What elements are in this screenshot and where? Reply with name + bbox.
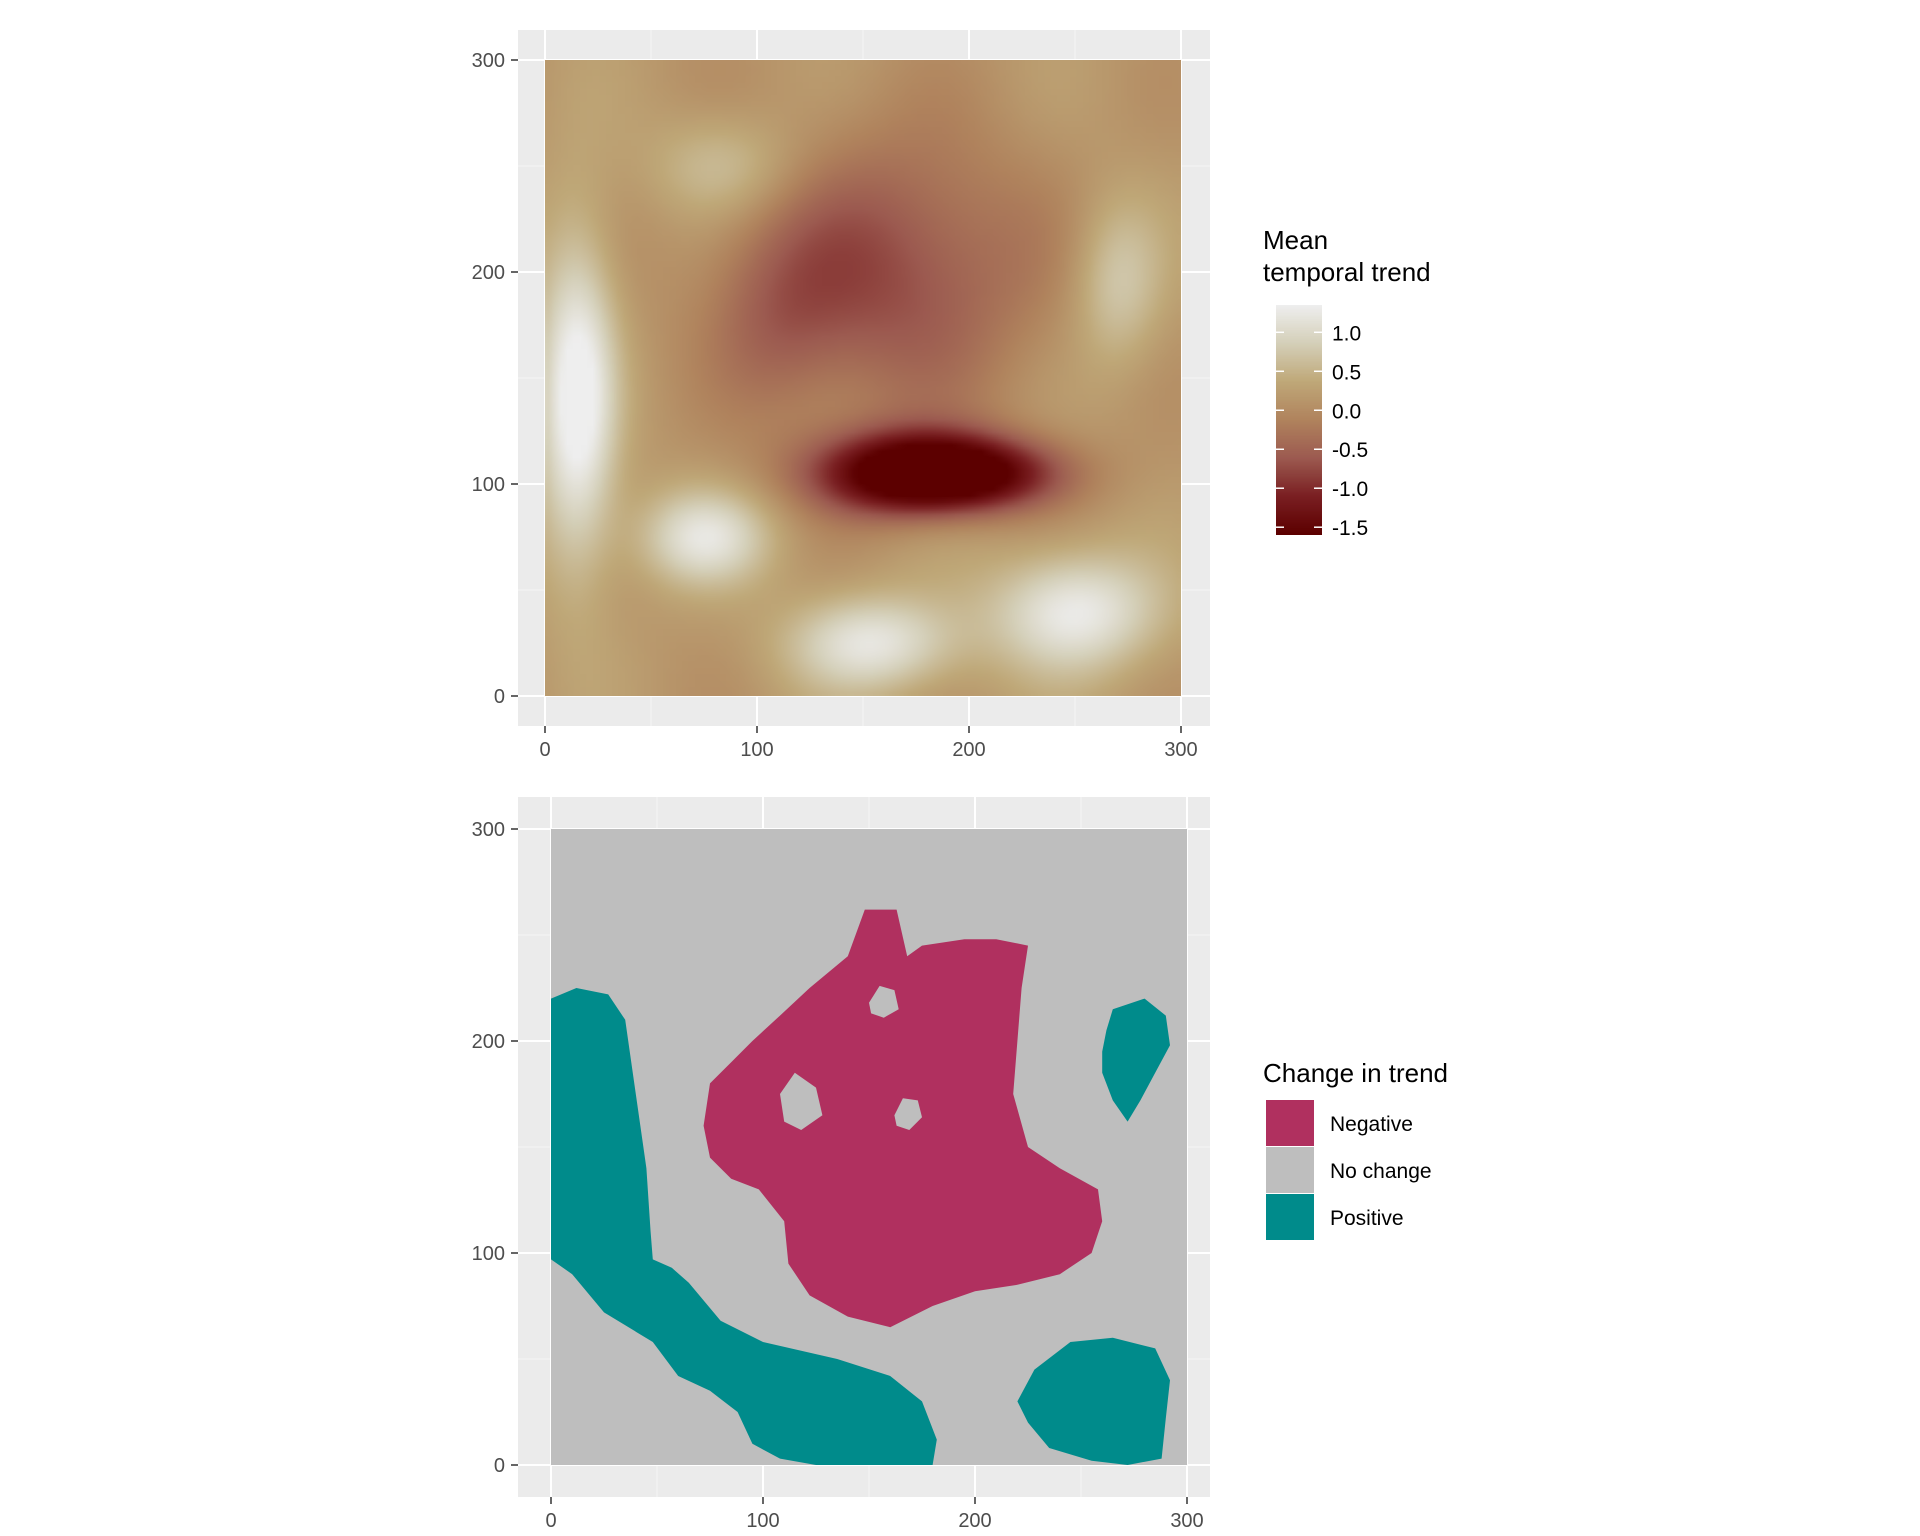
change-regions bbox=[551, 909, 1170, 1465]
trend-colorbar bbox=[1276, 305, 1322, 535]
region-no-change bbox=[780, 1072, 823, 1130]
y-tick-label: 0 bbox=[494, 686, 505, 708]
region-no-change bbox=[894, 1098, 922, 1130]
region-positive bbox=[1102, 998, 1170, 1122]
colorbar-label: -1.0 bbox=[1332, 478, 1368, 501]
change-legend: Change in trend Negative No change Posit… bbox=[1263, 1058, 1448, 1240]
y-tick-label: 100 bbox=[472, 474, 505, 496]
region-no-change bbox=[869, 985, 899, 1018]
colorbar-label: 0.0 bbox=[1332, 400, 1361, 423]
x-tick-label: 200 bbox=[952, 739, 985, 761]
trend-panel: 0 100 200 300 0 100 200 300 bbox=[472, 30, 1210, 761]
x-tick-label: 0 bbox=[539, 739, 550, 761]
legend-label-positive: Positive bbox=[1330, 1207, 1404, 1230]
y-tick-label: 300 bbox=[472, 50, 505, 72]
x-tick-label: 300 bbox=[1170, 1510, 1203, 1532]
y-tick-label: 0 bbox=[494, 1455, 505, 1477]
legend-label-no-change: No change bbox=[1330, 1160, 1432, 1183]
trend-x-axis: 0 100 200 300 bbox=[539, 726, 1198, 761]
y-tick-label: 100 bbox=[472, 1243, 505, 1265]
y-tick-label: 300 bbox=[472, 819, 505, 841]
colorbar-label: 1.0 bbox=[1332, 322, 1361, 345]
x-tick-label: 0 bbox=[545, 1510, 556, 1532]
legend-key-no-change bbox=[1266, 1147, 1314, 1193]
colorbar-label: -1.5 bbox=[1332, 517, 1368, 540]
change-legend-title: Change in trend bbox=[1263, 1058, 1448, 1088]
x-tick-label: 300 bbox=[1164, 739, 1197, 761]
region-positive bbox=[1017, 1337, 1170, 1465]
y-tick-label: 200 bbox=[472, 262, 505, 284]
trend-legend-title-line-2: temporal trend bbox=[1263, 257, 1431, 287]
x-tick-label: 200 bbox=[958, 1510, 991, 1532]
region-positive bbox=[551, 988, 937, 1465]
change-y-axis: 0 100 200 300 bbox=[472, 819, 518, 1477]
trend-heatmap-raster bbox=[545, 60, 1181, 696]
colorbar-label: 0.5 bbox=[1332, 361, 1361, 384]
legend-key-negative bbox=[1266, 1100, 1314, 1146]
y-tick-label: 200 bbox=[472, 1031, 505, 1053]
trend-y-axis: 0 100 200 300 bbox=[472, 50, 518, 708]
trend-legend-title-line-1: Mean bbox=[1263, 225, 1328, 255]
change-x-axis: 0 100 200 300 bbox=[545, 1497, 1204, 1532]
x-tick-label: 100 bbox=[746, 1510, 779, 1532]
legend-label-negative: Negative bbox=[1330, 1113, 1413, 1136]
change-panel: 0 100 200 300 0 100 200 300 bbox=[472, 797, 1210, 1532]
colorbar-label: -0.5 bbox=[1332, 439, 1368, 462]
trend-colorbar-ticks: 1.0 0.5 0.0 -0.5 -1.0 -1.5 bbox=[1276, 322, 1368, 540]
trend-legend: Mean temporal trend 1.0 0.5 0.0 -0.5 -1.0 -1.… bbox=[1263, 225, 1431, 540]
x-tick-label: 100 bbox=[740, 739, 773, 761]
legend-key-positive bbox=[1266, 1194, 1314, 1240]
